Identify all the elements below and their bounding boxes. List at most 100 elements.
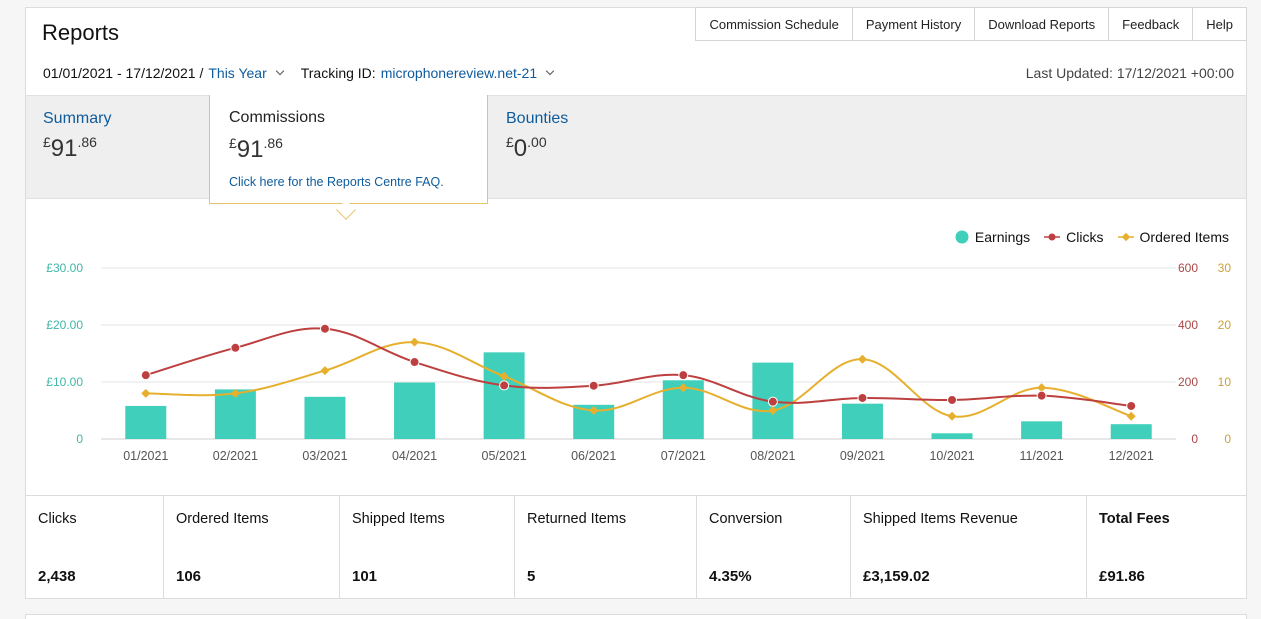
legend-earnings-label: Earnings bbox=[974, 229, 1031, 245]
stat-value: £91.86 bbox=[1099, 568, 1145, 585]
earnings-bar bbox=[483, 352, 525, 439]
earnings-dot-icon bbox=[955, 230, 969, 244]
download-reports-button[interactable]: Download Reports bbox=[974, 7, 1110, 41]
page-title: Reports bbox=[42, 20, 120, 45]
stat-conversion: Conversion 4.35% bbox=[697, 496, 851, 599]
stat-clicks: Clicks 2,438 bbox=[26, 496, 164, 599]
earnings-bar bbox=[931, 433, 973, 439]
chart-legend: Earnings Clicks Ordered Items bbox=[941, 229, 1229, 245]
y-tick-label-left: £20.00 bbox=[46, 318, 83, 332]
ordered-items-point bbox=[230, 388, 240, 398]
y-tick-label-right: 600 bbox=[1178, 261, 1198, 275]
x-tick-label: 09/2021 bbox=[840, 449, 885, 463]
x-tick-label: 10/2021 bbox=[929, 449, 974, 463]
x-tick-label: 01/2021 bbox=[123, 449, 168, 463]
clicks-point bbox=[947, 394, 958, 405]
stat-label: Returned Items bbox=[527, 511, 627, 527]
x-tick-label: 03/2021 bbox=[302, 449, 347, 463]
next-panel-edge bbox=[25, 614, 1247, 619]
chart-grid bbox=[101, 267, 1176, 440]
ordered-items-point bbox=[589, 405, 599, 416]
stat-label: Total Fees bbox=[1099, 511, 1170, 527]
earnings-bar bbox=[1110, 424, 1152, 439]
stat-total-fees: Total Fees £91.86 bbox=[1087, 496, 1246, 599]
legend-earnings[interactable]: Earnings bbox=[955, 229, 1030, 245]
stat-shipped-items: Shipped Items 101 bbox=[340, 496, 515, 599]
x-tick-label: 05/2021 bbox=[482, 449, 527, 463]
reports-panel: Reports Commission Schedule Payment Hist… bbox=[25, 7, 1247, 599]
x-tick-label: 04/2021 bbox=[392, 449, 437, 463]
legend-ordered-items[interactable]: Ordered Items bbox=[1117, 229, 1229, 245]
clicks-point bbox=[499, 380, 510, 391]
legend-clicks-label: Clicks bbox=[1066, 229, 1104, 245]
stat-value: 101 bbox=[352, 568, 378, 585]
legend-clicks[interactable]: Clicks bbox=[1044, 229, 1104, 245]
clicks-point bbox=[230, 342, 241, 353]
bounties-int: 0 bbox=[513, 135, 528, 162]
earnings-chart: £30.00 600 30£20.00 400 20£10.00 200 100 0 0 01/… bbox=[46, 261, 1231, 463]
stats-row: Clicks 2,438 Ordered Items 106 Shipped I… bbox=[26, 495, 1246, 599]
clicks-point bbox=[1126, 400, 1137, 411]
top-nav: Commission Schedule Payment History Down… bbox=[695, 7, 1247, 41]
filter-row: 01/01/2021 - 17/12/2021 / This Year Trac… bbox=[43, 65, 561, 81]
ordered-items-line-icon bbox=[1117, 232, 1134, 242]
x-tick-label: 08/2021 bbox=[750, 449, 795, 463]
tab-bounties-label[interactable]: Bounties bbox=[506, 110, 569, 127]
clicks-point bbox=[588, 380, 599, 391]
y-tick-label-right: 200 bbox=[1178, 375, 1198, 389]
tracking-id-dropdown[interactable]: microphonereview.net-21 bbox=[380, 65, 538, 81]
y-tick-label-right2: 30 bbox=[1218, 261, 1232, 275]
earnings-bar bbox=[1021, 421, 1063, 439]
stat-value: 4.35% bbox=[709, 568, 752, 585]
earnings-bar bbox=[125, 405, 167, 439]
ordered-items-point bbox=[320, 366, 330, 376]
currency-symbol: £ bbox=[229, 135, 237, 151]
commissions-dec: .86 bbox=[263, 135, 283, 151]
tab-summary[interactable]: Summary £91.86 bbox=[43, 110, 111, 163]
clicks-point bbox=[409, 357, 420, 368]
ordered-items-point bbox=[857, 354, 867, 364]
tab-summary-label[interactable]: Summary bbox=[43, 110, 112, 127]
bounties-dec: .00 bbox=[527, 134, 547, 150]
period-dropdown[interactable]: This Year bbox=[208, 65, 267, 81]
x-tick-label: 02/2021 bbox=[213, 449, 258, 463]
summary-int: 91 bbox=[50, 135, 78, 162]
clicks-line-icon bbox=[1044, 233, 1061, 241]
stat-label: Clicks bbox=[38, 511, 77, 527]
stat-value: 5 bbox=[527, 568, 536, 585]
bounties-amount: £0.00 bbox=[506, 134, 568, 163]
ordered-items-point bbox=[141, 388, 151, 398]
summary-dec: .86 bbox=[77, 134, 97, 150]
earnings-bar bbox=[304, 396, 346, 439]
commission-schedule-button[interactable]: Commission Schedule bbox=[695, 7, 853, 41]
y-tick-label-left: 0 bbox=[76, 432, 83, 446]
clicks-point bbox=[319, 323, 330, 334]
earnings-bar bbox=[394, 382, 436, 439]
clicks-line bbox=[145, 327, 1132, 407]
currency-symbol: £ bbox=[43, 134, 51, 150]
commissions-amount: £91.86 bbox=[229, 135, 283, 164]
summary-amount: £91.86 bbox=[43, 134, 111, 163]
legend-ordered-items-label: Ordered Items bbox=[1139, 229, 1229, 245]
ordered-items-point bbox=[1126, 411, 1136, 421]
stat-shipped-revenue: Shipped Items Revenue £3,159.02 bbox=[851, 496, 1087, 599]
faq-link[interactable]: Click here for the Reports Centre FAQ. bbox=[229, 175, 444, 189]
tab-commissions[interactable]: Commissions £91.86 Click here for the Re… bbox=[209, 95, 488, 204]
stat-value: 2,438 bbox=[38, 568, 76, 585]
stat-label: Shipped Items bbox=[352, 511, 445, 527]
earnings-bars bbox=[125, 352, 1152, 439]
clicks-point bbox=[857, 392, 868, 403]
stat-value: £3,159.02 bbox=[863, 568, 930, 585]
tab-bounties[interactable]: Bounties £0.00 bbox=[506, 110, 568, 163]
y-tick-label-right: 0 bbox=[1191, 432, 1198, 446]
help-button[interactable]: Help bbox=[1192, 7, 1247, 41]
clicks-point bbox=[767, 396, 778, 407]
earnings-bar bbox=[841, 403, 883, 439]
currency-symbol: £ bbox=[506, 134, 514, 150]
x-tick-label: 12/2021 bbox=[1109, 449, 1154, 463]
clicks-point bbox=[678, 370, 689, 381]
chart-y-axes: £30.00 600 30£20.00 400 20£10.00 200 100 0 0 bbox=[46, 261, 1231, 446]
y-tick-label-left: £10.00 bbox=[46, 375, 83, 389]
y-tick-label-right: 400 bbox=[1178, 318, 1198, 332]
tracking-id-label: Tracking ID: bbox=[300, 65, 376, 81]
